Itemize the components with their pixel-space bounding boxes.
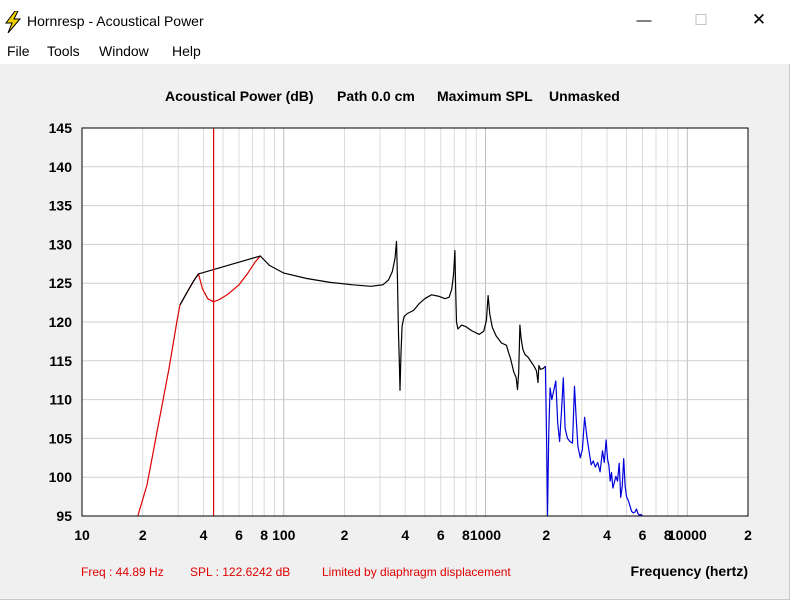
x-tick-label: 1000: [470, 527, 501, 543]
y-tick-label: 140: [49, 159, 73, 175]
title-bar[interactable]: Hornresp - Acoustical Power — ☐ ✕: [0, 0, 790, 40]
y-tick-label: 135: [49, 198, 73, 214]
y-tick-label: 95: [56, 508, 72, 524]
series-layer: [137, 240, 643, 517]
close-button[interactable]: ✕: [751, 10, 767, 29]
x-tick-label: 10000: [668, 527, 707, 543]
header-path: Path 0.0 cm: [337, 88, 415, 104]
y-tick-label: 110: [49, 392, 72, 408]
menu-bar: File Tools Window Help: [0, 40, 790, 64]
x-tick-label: 2: [744, 527, 752, 543]
menu-file[interactable]: File: [7, 43, 30, 59]
x-tick-label: 6: [235, 527, 243, 543]
x-tick-label: 8: [260, 527, 268, 543]
x-tick-label: 4: [401, 527, 409, 543]
status-note: Limited by diaphragm displacement: [322, 565, 511, 579]
plot-frame: [81, 127, 749, 517]
chart-area: Acoustical Power (dB) Path 0.0 cm Maximu…: [0, 64, 789, 599]
x-tick-label: 8: [664, 527, 672, 543]
status-spl: SPL : 122.6242 dB: [190, 565, 290, 579]
y-tick-label: 120: [49, 314, 73, 330]
chart-canvas[interactable]: Acoustical Power (dB) Path 0.0 cm Maximu…: [0, 64, 789, 599]
lightning-bolt-icon: [5, 11, 22, 33]
menu-window[interactable]: Window: [99, 43, 149, 59]
header-mask: Unmasked: [549, 88, 620, 104]
maximize-button[interactable]: ☐: [694, 12, 708, 29]
x-tick-label: 2: [341, 527, 349, 543]
header-mode: Acoustical Power (dB): [165, 88, 314, 104]
window-title: Hornresp - Acoustical Power: [27, 13, 204, 29]
menu-tools[interactable]: Tools: [47, 43, 80, 59]
y-tick-label: 130: [49, 236, 73, 252]
grid-lines: [82, 128, 748, 516]
minimize-button[interactable]: —: [636, 11, 652, 29]
x-tick-label: 2: [542, 527, 550, 543]
y-tick-label: 115: [49, 353, 72, 369]
x-tick-label: 100: [272, 527, 296, 543]
header-spl: Maximum SPL: [437, 88, 533, 104]
x-tick-label: 6: [639, 527, 647, 543]
x-axis-title: Frequency (hertz): [631, 563, 748, 579]
y-tick-label: 125: [49, 275, 73, 291]
series-line-2: [179, 240, 546, 391]
status-freq: Freq : 44.89 Hz: [81, 565, 164, 579]
x-tick-label: 4: [603, 527, 611, 543]
series-line-3: [544, 366, 643, 517]
x-tick-label: 10: [74, 527, 90, 543]
x-tick-label: 4: [200, 527, 208, 543]
y-tick-label: 145: [49, 120, 73, 136]
x-tick-label: 6: [437, 527, 445, 543]
x-tick-label: 2: [139, 527, 147, 543]
y-tick-labels: 145 140 135 130 125 120 115 110 105 100 95: [49, 120, 73, 524]
x-tick-label: 8: [462, 527, 470, 543]
menu-help[interactable]: Help: [172, 43, 201, 59]
y-tick-label: 100: [49, 469, 73, 485]
y-tick-label: 105: [49, 430, 73, 446]
